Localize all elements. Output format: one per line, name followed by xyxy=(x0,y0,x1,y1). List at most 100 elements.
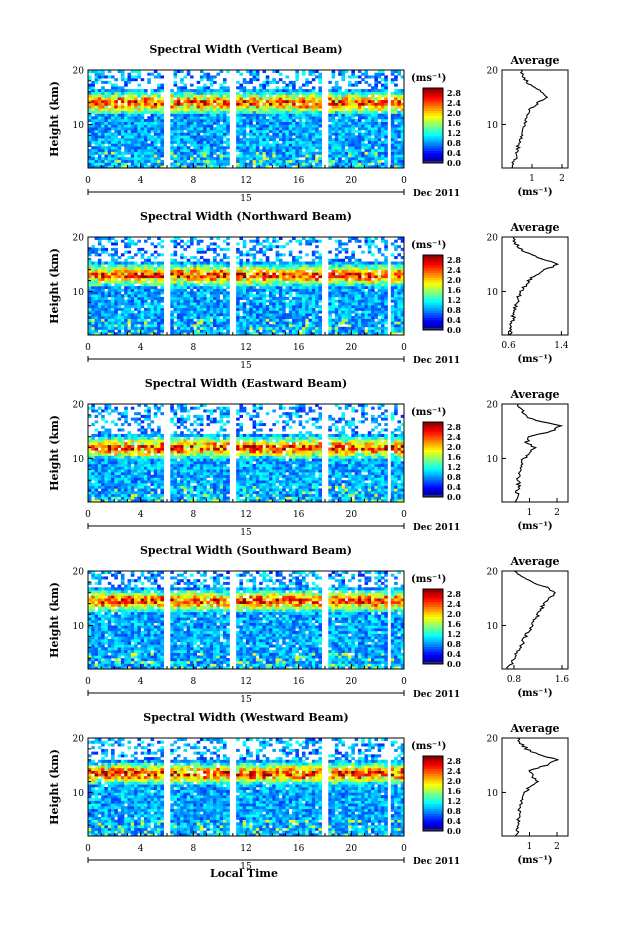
heatmap-cell xyxy=(206,75,211,79)
heatmap-cell xyxy=(124,277,128,281)
heatmap-cell xyxy=(348,307,352,311)
heatmap-cell xyxy=(400,129,404,133)
heatmap-cell xyxy=(262,310,267,314)
heatmap-cell xyxy=(160,159,165,163)
heatmap-cell xyxy=(371,99,375,103)
heatmap-cell xyxy=(222,132,227,136)
heatmap-cell xyxy=(153,329,158,333)
heatmap-cell xyxy=(143,239,148,243)
heatmap-cell xyxy=(278,132,283,136)
heatmap-cell xyxy=(143,143,148,147)
heatmap-cell xyxy=(94,102,99,106)
heatmap-cell xyxy=(173,261,178,265)
heatmap-cell xyxy=(344,102,349,106)
heatmap-cell xyxy=(219,269,224,273)
heatmap-cell xyxy=(394,146,398,150)
heatmap-cell xyxy=(351,302,355,306)
heatmap-cell xyxy=(203,162,207,166)
heatmap-cell xyxy=(226,121,230,125)
heatmap-cell xyxy=(203,138,207,142)
heatmap-cell xyxy=(344,318,349,322)
heatmap-cell xyxy=(226,242,230,246)
heatmap-cell xyxy=(157,315,161,319)
heatmap-cell xyxy=(288,89,293,93)
heatmap-cell xyxy=(272,157,276,161)
heatmap-cell xyxy=(242,121,247,125)
heatmap-cell xyxy=(104,165,109,168)
heatmap-cell xyxy=(176,326,181,330)
heatmap-cell xyxy=(315,272,319,276)
heatmap-cell xyxy=(311,277,316,281)
heatmap-cell xyxy=(150,159,155,163)
heatmap-cell xyxy=(199,296,204,300)
heatmap-cell xyxy=(206,275,211,279)
heatmap-cell xyxy=(341,247,346,251)
heatmap-cell xyxy=(269,97,273,101)
heatmap-cell xyxy=(285,94,290,98)
heatmap-cell xyxy=(143,324,148,328)
heatmap-cell xyxy=(183,310,188,314)
heatmap-cell xyxy=(282,132,286,136)
heatmap-cell xyxy=(196,157,201,161)
heatmap-cell xyxy=(246,326,250,330)
heatmap-cell xyxy=(170,151,174,155)
heatmap-cell xyxy=(348,110,352,114)
heatmap-cell xyxy=(361,72,365,76)
heatmap-cell xyxy=(341,326,346,330)
heatmap-cell xyxy=(206,124,211,128)
heatmap-cell xyxy=(298,102,303,106)
heatmap-cell xyxy=(298,105,303,109)
heatmap-cell xyxy=(259,269,263,273)
heatmap-cell xyxy=(186,302,191,306)
heatmap-cell xyxy=(236,329,240,333)
heatmap-cell xyxy=(374,151,378,155)
heatmap-cell xyxy=(183,151,188,155)
heatmap-cell xyxy=(390,102,395,106)
heatmap-cell xyxy=(226,329,230,333)
heatmap-cell xyxy=(338,129,342,133)
heatmap-cell xyxy=(361,140,365,144)
heatmap-cell xyxy=(206,258,211,262)
heatmap-cell xyxy=(311,154,316,158)
heatmap-cell xyxy=(341,272,346,276)
heatmap-cell xyxy=(173,151,178,155)
heatmap-cell xyxy=(255,157,260,161)
heatmap-cell xyxy=(308,162,313,166)
heatmap-cell xyxy=(282,113,286,117)
heatmap-cell xyxy=(114,124,118,128)
heatmap-cell xyxy=(91,245,95,249)
heatmap-cell xyxy=(344,250,349,254)
date-label: Dec 2011 xyxy=(413,189,460,199)
heatmap-cell xyxy=(367,119,372,123)
heatmap-cell xyxy=(226,102,230,106)
heatmap-cell xyxy=(226,119,230,123)
heatmap-cell xyxy=(354,89,359,93)
heatmap-cell xyxy=(134,318,138,322)
heatmap-cell xyxy=(176,86,181,90)
heatmap-cell xyxy=(334,124,339,128)
heatmap-cell xyxy=(91,99,95,103)
heatmap-cell xyxy=(282,272,286,276)
heatmap-cell xyxy=(249,116,253,120)
heatmap-cell xyxy=(97,277,102,281)
heatmap-cell xyxy=(236,135,240,139)
heatmap-cell xyxy=(236,165,240,168)
heatmap-cell xyxy=(242,326,247,330)
heatmap-cell xyxy=(186,275,191,279)
heatmap-cell xyxy=(308,99,313,103)
heatmap-cell xyxy=(380,124,385,128)
heatmap-cell xyxy=(351,72,355,76)
colorbar-swatch xyxy=(423,93,443,96)
heatmap-cell xyxy=(252,294,257,298)
heatmap-cell xyxy=(394,135,398,139)
heatmap-cell xyxy=(371,119,375,123)
heatmap-cell xyxy=(288,97,293,101)
heatmap-cell xyxy=(390,70,395,74)
heatmap-cell xyxy=(117,313,122,317)
heatmap-cell xyxy=(180,110,184,114)
heatmap-cell xyxy=(315,264,319,268)
heatmap-cell xyxy=(292,143,296,147)
heatmap-cell xyxy=(242,318,247,322)
heatmap-cell xyxy=(222,80,227,84)
heatmap-cell xyxy=(216,264,220,268)
